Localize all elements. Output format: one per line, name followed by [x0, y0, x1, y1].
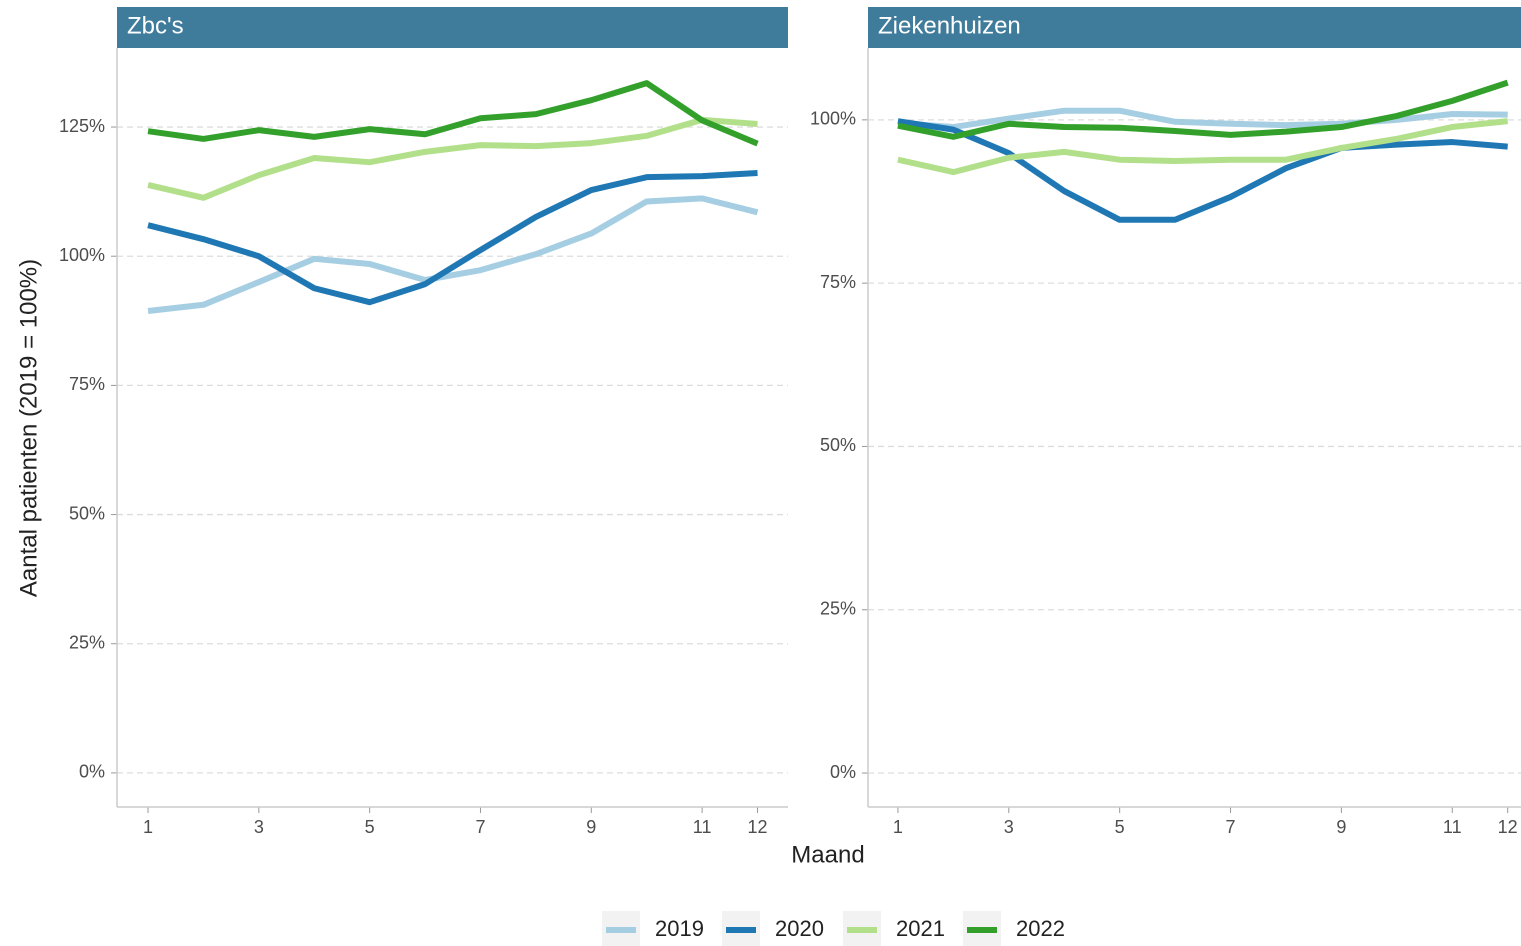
y-tick-label: 75%: [820, 272, 856, 292]
series-line: [147, 170, 758, 306]
series-line: [147, 116, 758, 201]
y-tick-label: 100%: [810, 109, 856, 129]
y-tick-label: 25%: [820, 598, 856, 618]
panel-title: Zbc's: [127, 12, 184, 39]
x-tick-label: 9: [586, 817, 596, 837]
x-tick-label: 12: [1498, 817, 1518, 837]
y-tick-label: 50%: [69, 503, 105, 523]
series-line: [897, 118, 1508, 223]
y-tick-label: 0%: [79, 762, 105, 782]
x-axis-title: Maand: [791, 841, 864, 868]
x-tick-label: 5: [1115, 817, 1125, 837]
x-tick-label: 3: [254, 817, 264, 837]
x-tick-label: 5: [365, 817, 375, 837]
series-line: [897, 79, 1509, 140]
y-axis-title: Aantal patienten (2019 = 100%): [15, 259, 42, 597]
legend-label: 2021: [896, 916, 945, 941]
x-tick-label: 7: [475, 817, 485, 837]
x-tick-label: 1: [143, 817, 153, 837]
y-tick-label: 75%: [69, 374, 105, 394]
x-tick-label: 11: [1443, 817, 1462, 837]
x-tick-label: 11: [693, 817, 712, 837]
strip: [117, 7, 788, 48]
legend-label: 2019: [655, 916, 704, 941]
y-tick-label: 50%: [820, 435, 856, 455]
y-tick-label: 25%: [69, 632, 105, 652]
x-tick-label: 9: [1336, 817, 1346, 837]
series-line: [147, 80, 759, 147]
panel-title: Ziekenhuizen: [878, 12, 1021, 39]
y-tick-label: 125%: [59, 116, 105, 136]
legend-label: 2022: [1016, 916, 1065, 941]
series-line: [897, 107, 1508, 131]
strip: [868, 7, 1521, 48]
x-tick-label: 7: [1226, 817, 1236, 837]
y-tick-label: 100%: [59, 245, 105, 265]
series-line: [897, 118, 1509, 176]
x-tick-label: 3: [1004, 817, 1014, 837]
series-line: [147, 195, 759, 314]
y-tick-label: 0%: [830, 762, 856, 782]
x-tick-label: 1: [893, 817, 903, 837]
x-tick-label: 12: [748, 817, 768, 837]
legend-label: 2020: [775, 916, 824, 941]
